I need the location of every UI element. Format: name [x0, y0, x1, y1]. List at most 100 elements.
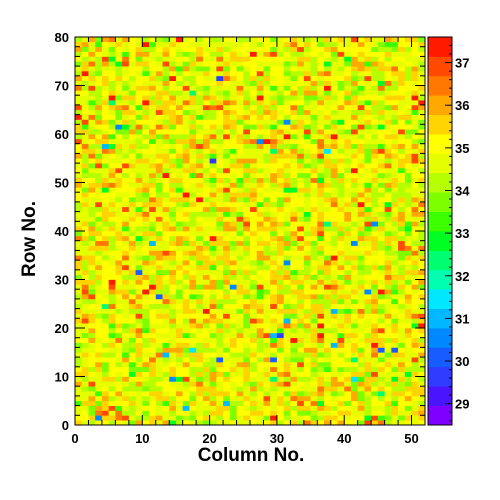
- heatmap-cell: [384, 274, 392, 280]
- heatmap-cell: [88, 235, 96, 242]
- heatmap-cell: [364, 46, 372, 52]
- heatmap-cell: [324, 376, 332, 382]
- heatmap-cell: [162, 245, 170, 251]
- heatmap-cell: [243, 172, 251, 178]
- heatmap-cell: [81, 323, 89, 329]
- heatmap-cell: [297, 366, 305, 372]
- heatmap-cell: [209, 240, 217, 246]
- heatmap-cell: [216, 347, 224, 353]
- heatmap-cell: [297, 41, 305, 48]
- heatmap-cell: [371, 70, 379, 77]
- heatmap-cell: [250, 216, 258, 222]
- heatmap-cell: [162, 255, 170, 261]
- heatmap-cell: [411, 245, 419, 251]
- heatmap-cell: [276, 41, 284, 48]
- heatmap-cell: [223, 318, 231, 324]
- heatmap-cell: [283, 357, 291, 363]
- heatmap-cell: [236, 255, 244, 261]
- heatmap-cell: [128, 66, 136, 72]
- heatmap-cell: [75, 134, 83, 140]
- heatmap-cell: [115, 41, 123, 48]
- heatmap-cell: [384, 381, 392, 387]
- heatmap-cell: [202, 182, 210, 188]
- heatmap-cell: [297, 158, 305, 164]
- heatmap-cell: [364, 153, 372, 159]
- heatmap-cell: [290, 70, 298, 77]
- heatmap-cell: [377, 264, 385, 271]
- heatmap-cell: [310, 269, 318, 275]
- heatmap-cell: [223, 357, 231, 363]
- heatmap-cell: [209, 211, 217, 217]
- heatmap-cell: [175, 172, 184, 178]
- heatmap-cell: [263, 177, 271, 183]
- heatmap-cell: [324, 400, 332, 406]
- heatmap-cell: [364, 197, 372, 203]
- heatmap-cell: [182, 318, 190, 324]
- heatmap-cell: [283, 415, 291, 421]
- heatmap-cell: [189, 371, 197, 377]
- heatmap-cell: [357, 70, 365, 77]
- heatmap-cell: [398, 143, 406, 149]
- heatmap-cell: [229, 250, 237, 256]
- heatmap-cell: [324, 274, 332, 280]
- heatmap-cell: [297, 109, 305, 115]
- heatmap-cell: [377, 240, 385, 246]
- heatmap-cell: [189, 328, 197, 334]
- heatmap-cell: [122, 323, 130, 329]
- heatmap-cell: [101, 90, 109, 96]
- heatmap-cell: [81, 352, 89, 358]
- heatmap-cell: [377, 56, 385, 62]
- heatmap-cell: [182, 56, 190, 62]
- heatmap-cell: [418, 381, 426, 387]
- colorbar-tick-label: 36: [455, 98, 469, 113]
- heatmap-cell: [404, 201, 412, 208]
- heatmap-cell: [297, 357, 305, 363]
- heatmap-cell: [81, 269, 89, 275]
- heatmap-cell: [88, 211, 96, 217]
- heatmap-cell: [75, 41, 83, 48]
- heatmap-cell: [182, 51, 190, 57]
- heatmap-cell: [149, 357, 157, 363]
- heatmap-cell: [411, 100, 419, 106]
- heatmap-cell: [283, 143, 291, 149]
- heatmap-cell: [250, 235, 258, 242]
- heatmap-cell: [101, 235, 109, 242]
- heatmap-cell: [243, 95, 251, 101]
- heatmap-cell: [209, 371, 217, 377]
- heatmap-cell: [404, 400, 412, 406]
- heatmap-cell: [88, 303, 96, 309]
- heatmap-cell: [209, 201, 217, 208]
- heatmap-cell: [95, 410, 103, 416]
- heatmap-cell: [128, 332, 136, 339]
- heatmap-cell: [364, 138, 372, 145]
- heatmap-cell: [182, 148, 190, 154]
- heatmap-cell: [135, 395, 143, 402]
- heatmap-cell: [297, 376, 305, 382]
- heatmap-cell: [81, 294, 89, 300]
- heatmap-cell: [128, 274, 136, 280]
- heatmap-cell: [344, 328, 352, 334]
- heatmap-cell: [317, 41, 325, 48]
- heatmap-cell: [377, 182, 385, 188]
- heatmap-cell: [364, 245, 372, 251]
- heatmap-cell: [276, 172, 284, 178]
- heatmap-cell: [303, 100, 311, 106]
- heatmap-cell: [209, 318, 217, 324]
- heatmap-cell: [330, 114, 338, 120]
- heatmap-cell: [155, 318, 163, 324]
- heatmap-cell: [101, 284, 109, 290]
- heatmap-cell: [149, 95, 157, 101]
- heatmap-cell: [270, 352, 278, 358]
- heatmap-cell: [216, 138, 224, 145]
- heatmap-cell: [229, 129, 237, 135]
- heatmap-cell: [142, 245, 150, 251]
- heatmap-cell: [276, 85, 284, 91]
- heatmap-cell: [128, 46, 136, 52]
- heatmap-cell: [377, 158, 385, 164]
- heatmap-cell: [108, 298, 116, 305]
- heatmap-cell: [303, 95, 311, 101]
- heatmap-cell: [189, 90, 197, 96]
- heatmap-cell: [182, 66, 190, 72]
- heatmap-cell: [175, 197, 184, 203]
- heatmap-cell: [250, 114, 258, 120]
